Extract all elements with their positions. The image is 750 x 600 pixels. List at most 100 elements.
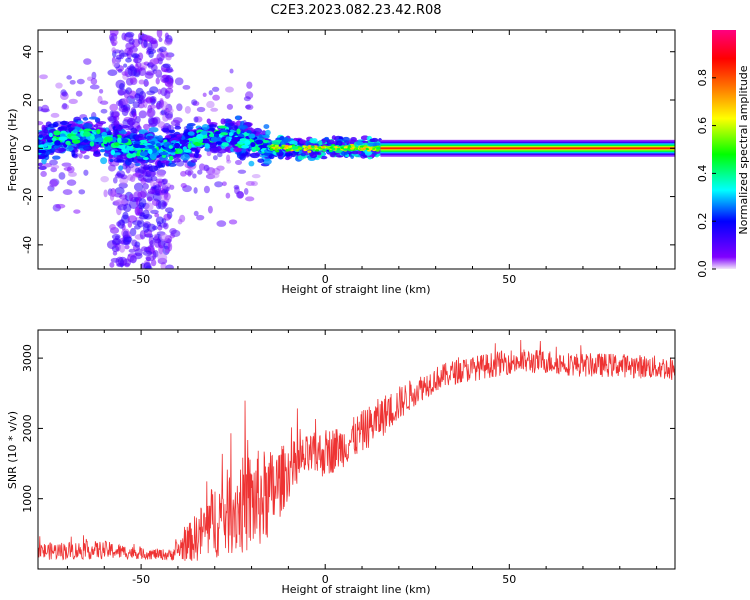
spectrogram-scatter-blob bbox=[128, 38, 135, 45]
spectrogram-marks bbox=[38, 30, 675, 269]
spectrogram-scatter-blob bbox=[134, 93, 141, 99]
spectrogram-scatter-blob bbox=[39, 74, 48, 80]
spectrogram-scatter-blob bbox=[129, 75, 137, 83]
spectrogram-band-blob bbox=[38, 162, 43, 167]
spectrogram-band-blob bbox=[109, 158, 114, 163]
spectrogram-band-blob bbox=[148, 165, 159, 172]
spectrogram-scatter-blob bbox=[135, 62, 142, 68]
spectrogram-band-blob bbox=[371, 147, 376, 150]
spectrogram-band-blob bbox=[238, 124, 248, 130]
spectrogram-band-blob bbox=[200, 130, 208, 136]
spectrogram-scatter-blob bbox=[225, 192, 231, 199]
spectrogram-band-blob bbox=[89, 141, 95, 147]
spectrogram-band-blob bbox=[53, 130, 61, 136]
spectrogram-band-blob bbox=[241, 144, 250, 149]
spectrogram-band-blob bbox=[364, 149, 372, 156]
spectrogram-band-blob bbox=[135, 152, 141, 157]
spectrogram-scatter-blob bbox=[126, 65, 136, 71]
spectrogram-scatter-blob bbox=[125, 57, 132, 63]
spectrogram-band-blob bbox=[100, 157, 108, 165]
spectrogram-scatter-blob bbox=[134, 207, 140, 214]
spectrogram-scatter-blob bbox=[153, 238, 161, 248]
spectrogram-xlabel: Height of straight line (km) bbox=[281, 283, 430, 296]
spectrogram-band-blob bbox=[113, 120, 120, 127]
spectrogram-scatter-blob bbox=[167, 242, 173, 252]
spectrogram-scatter-blob bbox=[146, 90, 155, 96]
spectrogram-band-blob bbox=[82, 117, 89, 121]
spectrogram-band-blob bbox=[322, 149, 327, 152]
spectrogram-band-blob bbox=[38, 134, 43, 138]
spectrogram-scatter-blob bbox=[89, 84, 100, 90]
spectrogram-band-blob bbox=[52, 121, 59, 128]
spectrogram-scatter-blob bbox=[49, 179, 59, 188]
spectrogram-scatter-blob bbox=[40, 170, 47, 178]
spectrogram-scatter-blob bbox=[159, 222, 168, 228]
spectrogram-band-blob bbox=[255, 139, 264, 145]
spectrogram-band-blob bbox=[147, 148, 153, 155]
spectrogram-scatter-blob bbox=[134, 248, 143, 257]
spectrogram-band-blob bbox=[193, 152, 199, 159]
spectrogram-scatter-blob bbox=[112, 238, 122, 245]
snr-ticks: -50 0 50 1000 2000 3000 bbox=[21, 330, 675, 586]
spectrogram-scatter-blob bbox=[78, 189, 86, 195]
spectrogram-band-blob bbox=[228, 122, 235, 127]
spectrogram-band-blob bbox=[167, 162, 177, 167]
spectrogram-scatter-blob bbox=[66, 75, 73, 80]
spectrogram-line-layer bbox=[380, 147, 675, 150]
spectrogram-band-blob bbox=[262, 158, 272, 165]
spectrogram-band-blob bbox=[336, 140, 343, 147]
spectrogram-scatter-blob bbox=[49, 159, 58, 166]
spectrogram-band-blob bbox=[263, 124, 270, 129]
spectrogram-band-blob bbox=[71, 139, 81, 144]
spectrogram-band-blob bbox=[59, 120, 70, 125]
spectrogram-band-blob bbox=[177, 148, 183, 154]
spectrogram-scatter-blob bbox=[155, 77, 160, 85]
spectrogram-scatter-blob bbox=[75, 90, 83, 97]
spectrogram-band-blob bbox=[110, 149, 116, 156]
spectrogram-band-blob bbox=[180, 153, 191, 161]
spectrogram-scatter-blob bbox=[110, 110, 121, 118]
spectrogram-band-blob bbox=[120, 138, 129, 144]
spectrogram-band-blob bbox=[72, 129, 78, 133]
spectrogram-band-blob bbox=[251, 146, 257, 152]
spectrogram-band-blob bbox=[118, 165, 124, 171]
spectrogram-band-blob bbox=[315, 149, 320, 152]
spectrogram-scatter-blob bbox=[78, 153, 83, 159]
spectrogram-scatter-blob bbox=[243, 187, 249, 195]
spectrogram-band-blob bbox=[328, 149, 333, 153]
spectrogram-scatter-blob bbox=[148, 122, 157, 128]
spectrogram-scatter-blob bbox=[38, 121, 44, 126]
spectrogram-scatter-blob bbox=[206, 100, 215, 109]
spectrogram-scatter-blob bbox=[158, 46, 167, 52]
spectrogram-scatter-blob bbox=[127, 117, 136, 126]
spectrogram-scatter-blob bbox=[120, 52, 129, 57]
spectrogram-band-blob bbox=[233, 147, 242, 153]
spectrogram-band-blob bbox=[307, 146, 312, 150]
snr-xtick-label: -50 bbox=[132, 573, 150, 586]
spectrogram-band-blob bbox=[96, 128, 101, 135]
spectrogram-scatter-blob bbox=[122, 230, 129, 240]
spectrogram-scatter-blob bbox=[144, 71, 154, 79]
colorbar-tick-label: 0.8 bbox=[696, 69, 709, 87]
spectrogram-band-blob bbox=[284, 144, 289, 148]
spectrogram-ytick-label: 20 bbox=[21, 93, 34, 107]
spectrogram-scatter-blob bbox=[63, 166, 73, 171]
spectrogram-scatter-blob bbox=[130, 53, 140, 58]
spectrogram-scatter-blob bbox=[157, 88, 162, 95]
spectrogram-scatter-blob bbox=[62, 102, 68, 109]
spectrogram-scatter-blob bbox=[180, 170, 187, 177]
spectrogram-ylabel: Frequency (Hz) bbox=[6, 109, 19, 192]
snr-frame bbox=[37, 329, 676, 570]
spectrogram-scatter-blob bbox=[122, 211, 129, 220]
spectrogram-scatter-blob bbox=[103, 189, 108, 198]
spectrogram-band-blob bbox=[196, 133, 204, 140]
spectrogram-band-blob bbox=[350, 147, 355, 150]
spectrogram-scatter-blob bbox=[149, 239, 155, 248]
spectrogram-band-blob bbox=[168, 145, 173, 149]
spectrogram-scatter-blob bbox=[243, 96, 251, 102]
spectrogram-scatter-blob bbox=[164, 90, 171, 99]
spectrogram-scatter-blob bbox=[134, 224, 141, 230]
spectrogram-scatter-blob bbox=[165, 186, 170, 192]
spectrogram-scatter-blob bbox=[83, 58, 92, 65]
